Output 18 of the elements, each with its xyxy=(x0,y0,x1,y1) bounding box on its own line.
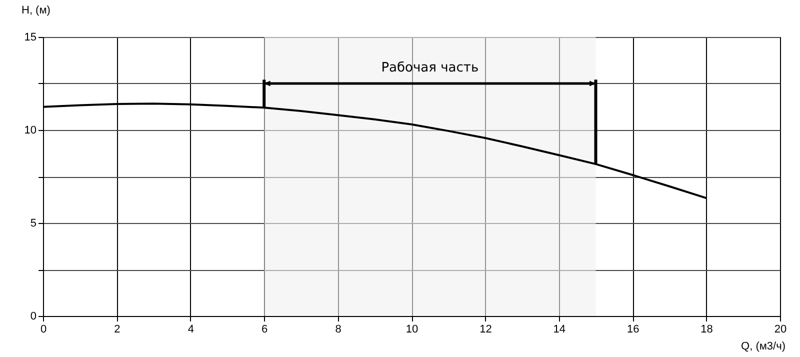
x-tick-label: 8 xyxy=(335,324,342,336)
x-tick-label: 18 xyxy=(700,324,713,336)
x-tick-label: 16 xyxy=(626,324,640,336)
y-axis-title: H, (м) xyxy=(22,4,50,16)
y-tick-label: 5 xyxy=(30,218,36,230)
x-tick-label: 2 xyxy=(114,324,120,336)
x-tick-label: 10 xyxy=(406,324,418,336)
x-tick-label: 4 xyxy=(188,324,194,336)
y-tick-label: 0 xyxy=(30,310,36,322)
x-axis-title: Q, (м3/ч) xyxy=(741,340,786,352)
x-tick-label: 14 xyxy=(553,324,566,336)
y-tick-label: 10 xyxy=(24,124,36,136)
x-tick-label: 12 xyxy=(480,324,492,336)
x-tick-label: 20 xyxy=(774,324,787,336)
x-tick-label: 6 xyxy=(262,324,268,336)
x-tick-label: 0 xyxy=(40,324,47,336)
band-label: Рабочая часть xyxy=(381,60,479,76)
y-tick-label: 15 xyxy=(24,32,36,44)
